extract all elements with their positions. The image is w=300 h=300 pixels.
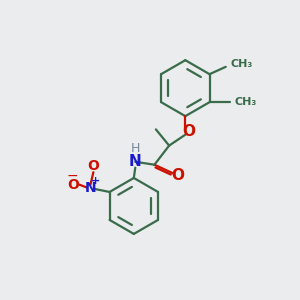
Text: O: O [182,124,195,139]
Text: CH₃: CH₃ [235,97,257,107]
Text: O: O [87,159,99,173]
Text: N: N [85,181,96,194]
Text: N: N [129,154,141,169]
Text: CH₃: CH₃ [230,59,252,70]
Text: −: − [67,169,79,183]
Text: O: O [171,167,184,182]
Text: +: + [91,176,101,186]
Text: H: H [130,142,140,155]
Text: O: O [67,178,79,192]
